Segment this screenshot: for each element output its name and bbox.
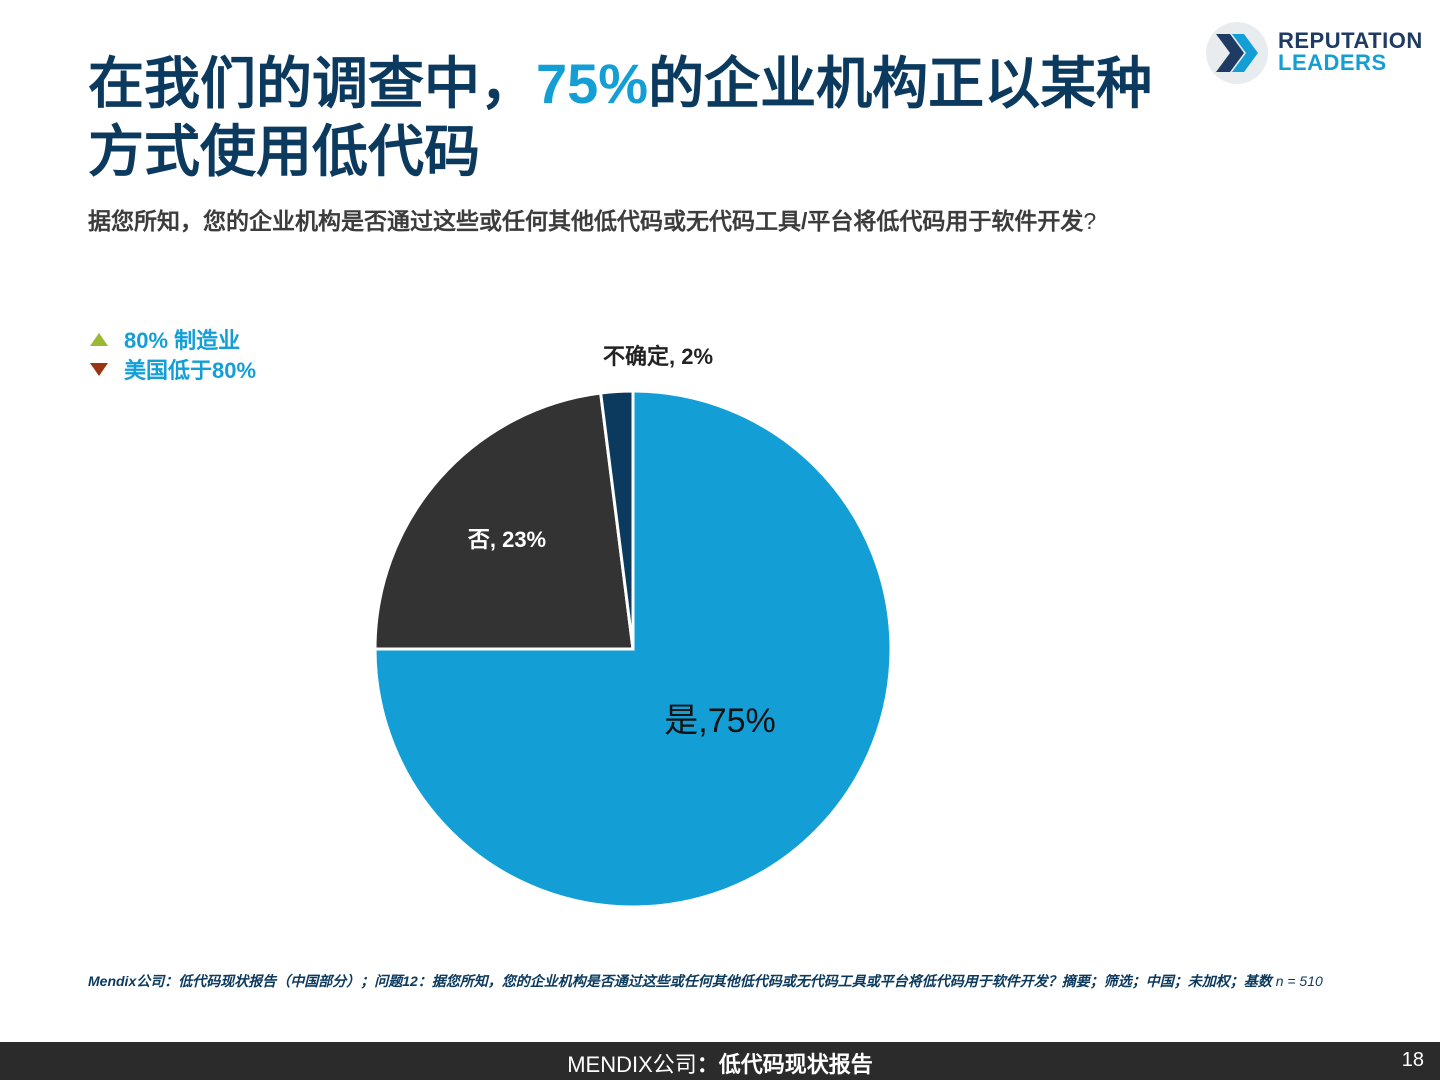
chevron-logo-icon [1206, 22, 1268, 84]
title-before: 在我们的调查中， [88, 52, 536, 115]
page-title: 在我们的调查中，75%的企业机构正以某种方式使用低代码 [88, 50, 1188, 186]
survey-question-text: 据您所知，您的企业机构是否通过这些或任何其他低代码或无代码工具/平台将低代码用于… [88, 208, 1084, 234]
legend: 80% 制造业 美国低于80% [90, 324, 256, 384]
survey-question-mark: ? [1083, 208, 1097, 234]
source-text: Mendix公司：低代码现状报告（中国部分）；问题12：据您所知，您的企业机构是… [88, 973, 1276, 989]
footer-report: ：低代码现状报告 [696, 1052, 873, 1077]
legend-label-manufacturing: 80% 制造业 [124, 328, 241, 353]
title-after: 的企业机构正以某种方式使用低代码 [88, 52, 1153, 183]
source-base: n = 510 [1275, 973, 1323, 989]
reputation-leaders-logo: REPUTATION LEADERS [1206, 22, 1426, 86]
legend-item-manufacturing: 80% 制造业 [90, 324, 256, 354]
footer-title: MENDIX公司：低代码现状报告 [0, 1047, 1440, 1079]
legend-label-usa: 美国低于80% [124, 358, 257, 383]
page-number: 18 [1401, 1049, 1424, 1071]
footer-bar: MENDIX公司：低代码现状报告 18 [0, 1042, 1440, 1080]
pie-slice-no [373, 391, 635, 651]
title-highlight: 75% [536, 52, 649, 115]
triangle-up-icon [90, 332, 108, 346]
source-note: Mendix公司：低代码现状报告（中国部分）；问题12：据您所知，您的企业机构是… [88, 970, 1338, 992]
survey-question: 据您所知，您的企业机构是否通过这些或任何其他低代码或无代码工具/平台将低代码用于… [88, 204, 1388, 238]
legend-item-usa: 美国低于80% [90, 354, 256, 384]
pie-chart: 是,75% 否, 23% 不确定, 2% [373, 344, 893, 909]
logo-line-2: LEADERS [1278, 50, 1387, 75]
logo-wordmark: REPUTATION LEADERS [1278, 30, 1423, 74]
logo-line-1: REPUTATION [1278, 28, 1423, 53]
pie-label-yes: 是,75% [664, 702, 776, 740]
footer-brand: MENDIX公司 [567, 1052, 697, 1077]
pie-slice-yes [373, 389, 893, 909]
pie-label-no: 否, 23% [467, 527, 546, 552]
triangle-down-icon [90, 362, 108, 376]
pie-slice-unsure [598, 389, 635, 650]
pie-label-unsure: 不确定, 2% [603, 344, 713, 369]
